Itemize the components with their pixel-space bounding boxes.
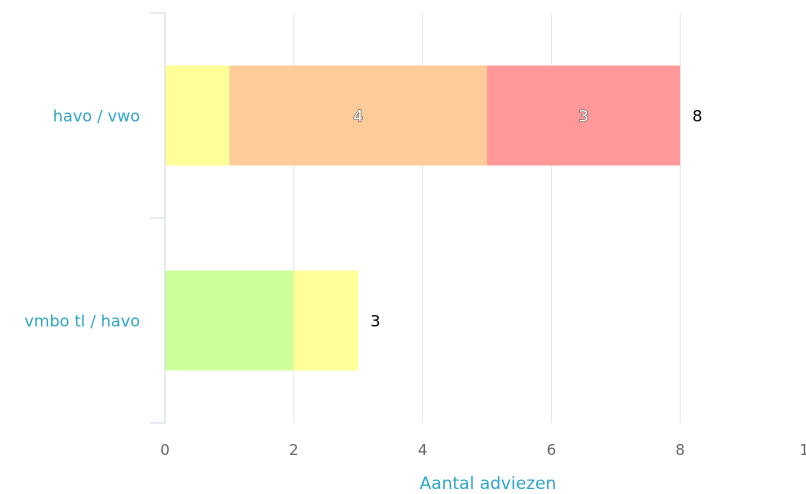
x-tick-label: 4	[418, 441, 428, 459]
x-tick-label: 8	[675, 441, 685, 459]
bar-segment	[229, 65, 487, 166]
x-axis-title: Aantal adviezen	[420, 474, 557, 494]
segment-data-label: 4	[353, 107, 363, 126]
bar-segment	[487, 65, 681, 166]
bar-segment	[293, 270, 359, 371]
bar-segment	[165, 270, 294, 371]
bar-segment	[165, 65, 230, 166]
category-axis	[150, 12, 166, 424]
bars-group	[165, 65, 681, 371]
x-tick-label: 6	[547, 441, 557, 459]
segment-data-label: 3	[579, 107, 589, 126]
category-label: vmbo tl / havo	[24, 312, 140, 331]
x-tick-label: 0	[160, 441, 170, 459]
bar-total-label: 3	[370, 312, 380, 331]
bar-total-label: 8	[692, 107, 702, 126]
labels-group: 0 2 4 6 8 10 havo / vwo 4 3 8 vmbo tl / havo 3	[24, 106, 806, 459]
x-tick-label: 2	[289, 441, 299, 459]
category-label: havo / vwo	[53, 107, 140, 126]
x-tick-label: 10	[799, 441, 806, 459]
